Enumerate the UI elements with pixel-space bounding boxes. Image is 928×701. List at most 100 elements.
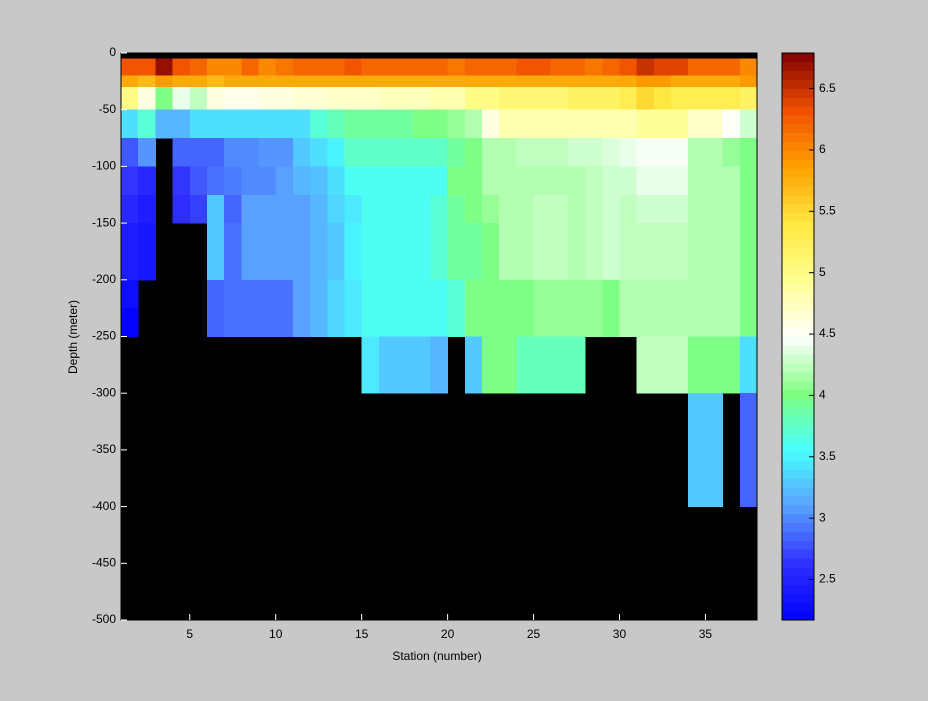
heat-cell (602, 138, 620, 167)
heat-cell (705, 138, 724, 167)
colorbar-swatch (782, 460, 814, 470)
heat-cell (653, 223, 672, 252)
heat-cell (327, 109, 345, 139)
heat-cell (722, 166, 741, 196)
heat-cell (396, 75, 414, 88)
heat-cell (275, 109, 294, 139)
colorbar-tick-label: 2.5 (819, 572, 836, 586)
heat-cell (688, 138, 706, 167)
colorbar-swatch (782, 575, 814, 586)
heat-cell (275, 87, 294, 111)
heat-cell (602, 251, 620, 281)
heat-cell (619, 138, 638, 167)
heat-cell (378, 279, 397, 309)
heat-cell (585, 58, 603, 77)
colorbar-swatch (782, 221, 814, 231)
heat-cell (189, 75, 208, 88)
heat-cell (241, 138, 260, 167)
heat-cell (705, 279, 724, 309)
heat-cell (361, 87, 380, 111)
heat-cell (653, 87, 672, 111)
colorbar-tick-label: 6 (819, 142, 826, 156)
heat-cell (550, 194, 569, 224)
heat-cell (636, 58, 655, 77)
heat-cell (206, 308, 225, 337)
heat-cell (447, 279, 466, 309)
colorbar-swatch (782, 345, 814, 355)
colorbar-swatch (782, 478, 814, 488)
heat-cell (361, 308, 380, 337)
heat-cell (121, 279, 139, 309)
y-tick-label: -400 (92, 499, 116, 513)
heat-cell (292, 194, 311, 224)
heat-cell (636, 75, 655, 88)
heat-cell (722, 87, 741, 111)
heat-cell (155, 75, 174, 88)
heat-cell (671, 166, 689, 196)
heat-cell (533, 194, 552, 224)
heat-cell (636, 194, 655, 224)
heat-cell (206, 166, 225, 196)
heat-cell (224, 87, 242, 111)
heat-cell (138, 109, 156, 139)
heat-cell (344, 58, 363, 77)
heat-cell (499, 336, 517, 394)
heat-cell (292, 58, 311, 77)
heat-cell (499, 166, 517, 196)
heat-cell (481, 279, 500, 309)
heat-cell (430, 138, 449, 167)
heat-cell (344, 138, 363, 167)
heat-cell (688, 336, 706, 394)
heat-cell (602, 109, 620, 139)
heat-cell (189, 109, 208, 139)
heat-cell (722, 109, 741, 139)
colorbar-swatch (782, 371, 814, 382)
heat-cell (722, 75, 741, 88)
heat-cell (585, 87, 603, 111)
heat-cell (567, 279, 586, 309)
heat-cell (499, 308, 517, 337)
colorbar-swatch (782, 194, 814, 205)
heat-cell (688, 251, 706, 281)
colorbar-tick-label: 5.5 (819, 203, 836, 217)
colorbar-swatch (782, 513, 814, 524)
heat-cell (224, 251, 242, 281)
heat-cell (705, 336, 724, 394)
heat-cell (189, 194, 208, 224)
heat-cell (310, 223, 328, 252)
heat-cell (310, 308, 328, 337)
colorbar-tick-label: 4 (819, 388, 826, 402)
heat-cell (361, 75, 380, 88)
colorbar-swatch (782, 70, 814, 81)
heat-cell (396, 138, 414, 167)
heat-cell (189, 166, 208, 196)
heat-cell (378, 223, 397, 252)
heat-cell (499, 223, 517, 252)
heat-cell (413, 279, 431, 309)
heat-cell (464, 194, 483, 224)
heat-cell (361, 336, 380, 394)
y-tick-label: -350 (92, 442, 116, 456)
heat-cell (172, 109, 191, 139)
heat-cell (172, 87, 191, 111)
heat-cell (739, 87, 758, 111)
heat-cell (241, 109, 260, 139)
heat-cell (121, 223, 139, 252)
heat-cell (241, 194, 260, 224)
colorbar-swatch (782, 416, 814, 426)
colorbar-frame (781, 52, 815, 621)
x-tick-label: 10 (269, 627, 283, 641)
heat-cell (533, 308, 552, 337)
heat-cell (310, 109, 328, 139)
heat-cell (447, 308, 466, 337)
heat-cell (447, 109, 466, 139)
heat-cell (516, 251, 535, 281)
heat-cell (292, 251, 311, 281)
heat-cell (396, 279, 414, 309)
heat-cell (344, 166, 363, 196)
heat-cell (653, 251, 672, 281)
heat-cell (516, 87, 535, 111)
heat-cell (344, 75, 363, 88)
heat-cell (310, 166, 328, 196)
